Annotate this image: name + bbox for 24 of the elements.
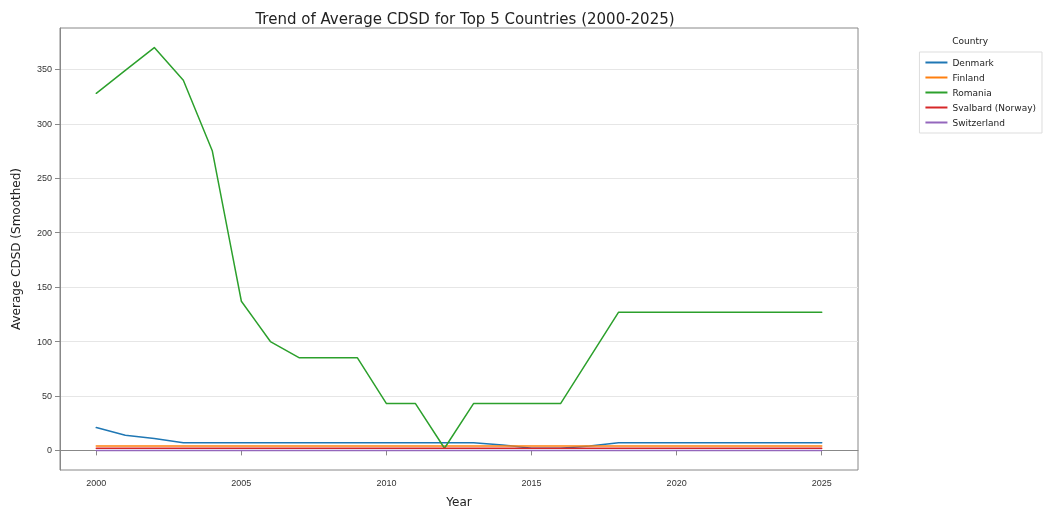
- x-tick-label: 2015: [521, 477, 542, 488]
- x-tick-label: 2010: [376, 477, 397, 488]
- y-tick-label: 350: [36, 64, 52, 75]
- x-tick-label: 2020: [666, 477, 687, 488]
- y-tick-label: 100: [36, 336, 52, 347]
- chart-title: Trend of Average CDSD for Top 5 Countries (2000-2025): [254, 9, 675, 28]
- y-tick-label: 250: [36, 173, 52, 184]
- y-axis-title: Average CDSD (Smoothed): [9, 167, 23, 331]
- legend-label: Finland: [952, 72, 985, 83]
- legend-title: Country: [952, 35, 989, 46]
- y-tick-label: 150: [36, 282, 52, 293]
- y-tick-label: 0: [46, 445, 52, 456]
- y-tick-label: 50: [41, 390, 52, 401]
- x-axis-title: Year: [445, 495, 472, 509]
- legend-label: Denmark: [952, 57, 995, 68]
- line-series: [95, 46, 823, 449]
- y-tick-label: 300: [36, 118, 52, 129]
- legend-label: Romania: [952, 87, 992, 98]
- x-tick-label: 2005: [231, 477, 252, 488]
- x-tick-label: 2000: [86, 477, 107, 488]
- legend-label: Svalbard (Norway): [952, 102, 1036, 113]
- y-tick-label: 200: [36, 227, 52, 238]
- x-tick-label: 2025: [811, 477, 832, 488]
- legend-label: Switzerland: [952, 117, 1005, 128]
